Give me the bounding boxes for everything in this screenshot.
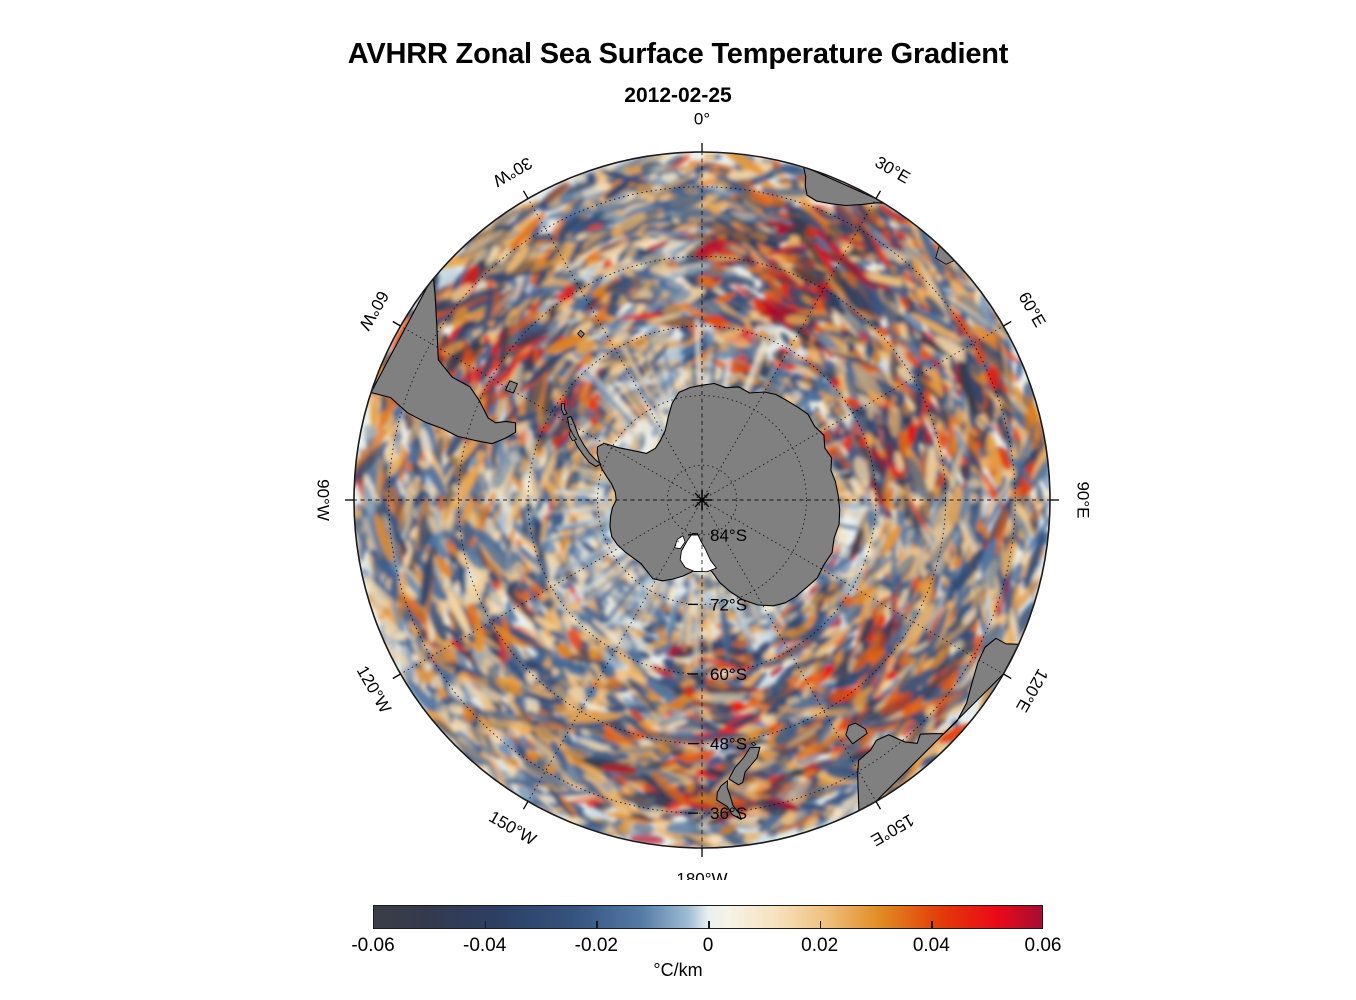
meridian-line [701, 499, 877, 802]
latitude-label: 60°S [710, 665, 747, 684]
meridian-line [701, 325, 1004, 501]
longitude-label: 150°E [868, 810, 918, 850]
colorbar-gradient [374, 906, 1042, 928]
ice-shelf-lobe [674, 535, 686, 550]
longitude-label: 120°E [1012, 666, 1052, 716]
meridian-line [701, 198, 877, 501]
colorbar-tick-label: 0.02 [801, 935, 839, 956]
australia [857, 637, 1020, 812]
colorbar-tick-label: 0.04 [912, 935, 950, 956]
colorbar-tick-label: 0 [702, 935, 714, 956]
longitude-label: 150°W [486, 807, 540, 849]
longitude-tick [875, 801, 882, 810]
longitude-label: 60°E [1014, 289, 1049, 331]
latitude-circle [666, 464, 738, 536]
latitude-labels: 84°S 72°S 60°S 48°S 36°S [710, 526, 747, 823]
africa-southern-tip [803, 166, 885, 207]
longitude-label: 30°W [490, 153, 536, 190]
land-masses [370, 166, 1020, 820]
longitude-tick [522, 190, 529, 199]
colorbar-tick [596, 921, 598, 929]
colorbar-tick [931, 921, 933, 929]
map-svg: 0° 30°E 60°E 90°E 120°E 150°E 180°W 150°W 120°W 9… [314, 109, 1093, 880]
colorbar-tick-label: 0.06 [1024, 935, 1062, 956]
colorbar-tick-label: -0.02 [574, 935, 618, 956]
south-america [370, 278, 517, 445]
meridian-line [400, 325, 703, 501]
longitude-label: 0° [694, 109, 710, 128]
longitude-label: 30°E [872, 153, 914, 188]
falkland-islands [505, 380, 518, 394]
south-shetland-islands [560, 403, 568, 416]
antarctic-peninsula [567, 416, 602, 467]
longitude-label: 180°W [676, 869, 727, 880]
colorbar-tick [708, 921, 710, 929]
latitude-label: 48°S [710, 735, 747, 754]
chart-subtitle: 2012-02-25 [624, 84, 732, 107]
longitude-ticks [345, 143, 1059, 857]
antarctica-landmass [596, 382, 841, 607]
longitude-tick [392, 320, 401, 327]
tasmania [845, 722, 868, 745]
latitude-circle [388, 186, 1016, 814]
colorbar-tick-labels: -0.06 -0.04 -0.02 0 0.02 0.04 0.06 [0, 935, 1356, 961]
latitude-label: 84°S [710, 526, 747, 545]
longitude-label: 90°W [314, 479, 333, 521]
new-zealand-north-island [716, 780, 742, 820]
longitude-label: 90°E [1074, 481, 1093, 518]
latitude-label: 36°S [710, 804, 747, 823]
longitude-tick [1003, 673, 1012, 680]
meridian-line [701, 499, 1004, 675]
page-title: AVHRR Zonal Sea Surface Temperature Grad… [347, 38, 1009, 70]
longitude-label: 60°W [355, 288, 392, 334]
longitude-tick [875, 190, 882, 199]
latitude-label: 72°S [710, 595, 747, 614]
alexander-island [568, 429, 578, 441]
meridian-line [400, 499, 703, 675]
longitude-tick [522, 801, 529, 810]
colorbar-unit-label: °C/km [653, 960, 703, 980]
colorbar-tick-label: -0.06 [351, 935, 395, 956]
colorbar-tick [484, 921, 487, 929]
stewart-island [751, 741, 757, 747]
graticule [354, 152, 1050, 848]
longitude-tick [1003, 320, 1012, 327]
latitude-ticks [688, 534, 698, 814]
south-georgia [577, 329, 585, 338]
colorbar-ticks [373, 905, 1043, 929]
colorbar-tick-label: -0.04 [463, 935, 507, 956]
longitude-tick [392, 673, 401, 680]
new-zealand-south-island [728, 746, 761, 786]
colorbar-tick [819, 921, 822, 929]
polar-map: 0° 30°E 60°E 90°E 120°E 150°E 180°W 150°W 120°W 9… [314, 109, 1093, 880]
longitude-label: 120°W [353, 663, 395, 717]
ross-ice-shelf [679, 532, 717, 573]
meridian-line [527, 198, 703, 501]
south-pole-marker [692, 490, 712, 510]
meridian-line [527, 499, 703, 802]
